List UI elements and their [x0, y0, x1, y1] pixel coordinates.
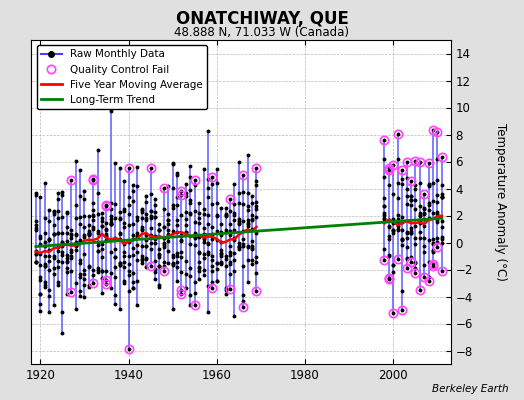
Text: 48.888 N, 71.033 W (Canada): 48.888 N, 71.033 W (Canada)	[174, 26, 350, 39]
Y-axis label: Temperature Anomaly (°C): Temperature Anomaly (°C)	[494, 123, 507, 281]
Text: ONATCHIWAY, QUE: ONATCHIWAY, QUE	[176, 10, 348, 28]
Text: Berkeley Earth: Berkeley Earth	[432, 384, 508, 394]
Legend: Raw Monthly Data, Quality Control Fail, Five Year Moving Average, Long-Term Tren: Raw Monthly Data, Quality Control Fail, …	[37, 45, 207, 109]
